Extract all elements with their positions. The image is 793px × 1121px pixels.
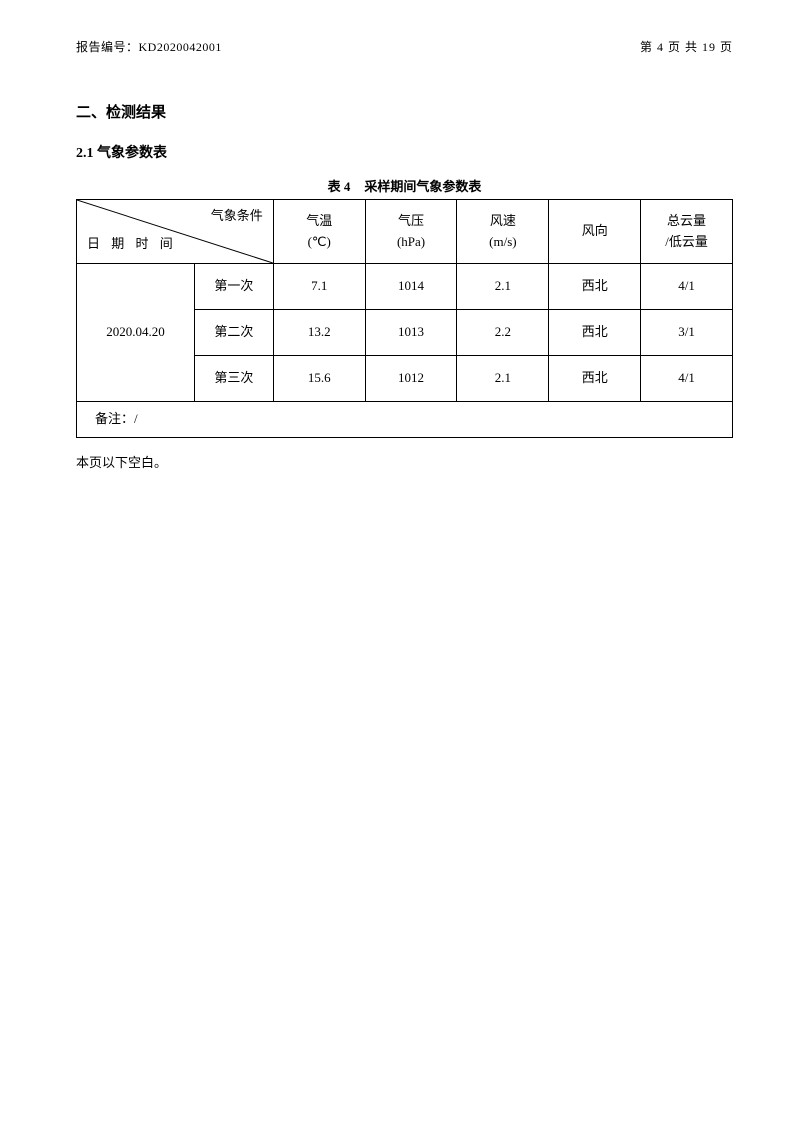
table-title: 采样期间气象参数表 [364,179,481,194]
time-cell: 第三次 [195,356,274,402]
page-header: 报告编号：KD2020042001 第 4 页 共 19 页 [76,38,733,55]
time-cell: 第一次 [195,264,274,310]
data-cell: 4/1 [641,356,733,402]
table-caption: 表 4 采样期间气象参数表 [76,176,733,199]
data-cell: 15.6 [273,356,365,402]
col-header-cloud: 总云量 /低云量 [641,200,733,264]
data-cell: 4/1 [641,264,733,310]
col-header-pressure: 气压 (hPa) [365,200,457,264]
blank-below-note: 本页以下空白。 [76,452,733,471]
data-cell: 1013 [365,310,457,356]
report-label: 报告编号： [76,40,139,54]
col-header-temp: 气温 (℃) [273,200,365,264]
data-cell: 2.2 [457,310,549,356]
diag-top-label: 气象条件 [211,206,263,227]
data-cell: 2.1 [457,356,549,402]
page-indicator: 第 4 页 共 19 页 [640,38,733,55]
subsection-heading: 2.1 气象参数表 [76,142,733,162]
date-cell: 2020.04.20 [77,264,195,402]
data-cell: 2.1 [457,264,549,310]
time-cell: 第二次 [195,310,274,356]
diag-bottom-label: 日 期 时 间 [87,234,177,255]
diagonal-header-cell: 气象条件 日 期 时 间 [77,200,274,264]
col-header-wind-speed: 风速 (m/s) [457,200,549,264]
data-cell: 7.1 [273,264,365,310]
data-cell: 13.2 [273,310,365,356]
section-heading: 二、检测结果 [76,101,733,122]
table-header-row: 气象条件 日 期 时 间 气温 (℃) 气压 (hPa) 风速 (m/s) 风向… [77,200,733,264]
data-cell: 西北 [549,264,641,310]
table-number: 表 4 [328,179,351,194]
col-header-wind-dir: 风向 [549,200,641,264]
table-row: 2020.04.20 第一次 7.1 1014 2.1 西北 4/1 [77,264,733,310]
data-cell: 1012 [365,356,457,402]
report-no-value: KD2020042001 [139,40,222,54]
data-cell: 西北 [549,310,641,356]
data-cell: 3/1 [641,310,733,356]
note-cell: 备注：/ [77,402,733,438]
data-cell: 西北 [549,356,641,402]
meteorological-table: 气象条件 日 期 时 间 气温 (℃) 气压 (hPa) 风速 (m/s) 风向… [76,199,733,438]
note-row: 备注：/ [77,402,733,438]
report-number: 报告编号：KD2020042001 [76,38,222,55]
data-cell: 1014 [365,264,457,310]
